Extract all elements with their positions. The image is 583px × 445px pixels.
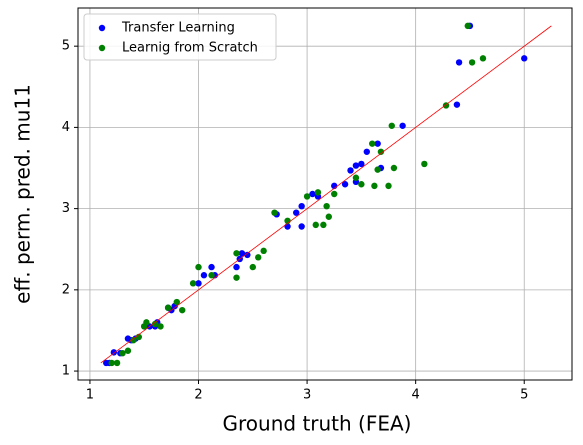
- legend-marker: [98, 24, 106, 32]
- point: [179, 306, 186, 314]
- point: [331, 190, 338, 198]
- point: [249, 263, 256, 271]
- point: [284, 223, 291, 230]
- point: [453, 101, 461, 108]
- point: [271, 209, 278, 216]
- y-tick-label: 1: [62, 364, 70, 379]
- point: [374, 140, 381, 147]
- point: [113, 359, 121, 367]
- legend-marker: [98, 44, 106, 52]
- point: [312, 221, 319, 229]
- point: [208, 272, 215, 279]
- point: [298, 202, 305, 210]
- point: [341, 181, 349, 188]
- point: [298, 223, 305, 230]
- point: [208, 263, 215, 271]
- point: [358, 181, 365, 188]
- point: [124, 347, 132, 354]
- point: [238, 250, 246, 257]
- point: [119, 349, 126, 357]
- point: [468, 59, 476, 66]
- point: [352, 174, 360, 181]
- x-axis-label: Ground truth (FEA): [223, 412, 412, 436]
- point: [358, 160, 365, 168]
- point: [151, 320, 159, 328]
- point: [323, 202, 330, 210]
- point: [233, 263, 240, 271]
- point: [455, 59, 463, 66]
- point: [325, 213, 332, 220]
- point: [164, 304, 172, 311]
- y-tick-label: 5: [62, 39, 70, 54]
- point: [399, 122, 406, 129]
- point: [479, 55, 487, 62]
- point: [293, 209, 300, 216]
- point: [157, 323, 164, 330]
- point: [464, 22, 471, 30]
- x-tick-label: 4: [412, 388, 420, 403]
- point: [195, 280, 202, 287]
- point: [374, 166, 381, 173]
- x-tick-label: 1: [86, 388, 94, 403]
- point: [244, 251, 251, 259]
- point: [173, 298, 180, 306]
- point: [130, 337, 137, 344]
- legend-label: Learnig from Scratch: [122, 41, 258, 56]
- point: [233, 274, 240, 281]
- point: [352, 162, 360, 169]
- y-tick-label: 4: [62, 120, 70, 135]
- reference-line: [100, 25, 552, 364]
- point: [303, 193, 311, 200]
- point: [200, 272, 208, 279]
- legend-box: [83, 13, 277, 61]
- plot-frame: [77, 7, 573, 381]
- point: [189, 280, 197, 287]
- point: [195, 263, 202, 271]
- point: [309, 190, 316, 198]
- x-tick-label: 3: [303, 388, 311, 403]
- y-tick-label: 2: [62, 282, 70, 297]
- point: [385, 182, 392, 190]
- point: [371, 182, 378, 190]
- x-tick-label: 2: [194, 388, 202, 403]
- point: [233, 250, 240, 257]
- point: [255, 254, 262, 261]
- point: [363, 148, 370, 155]
- x-tick-label: 5: [520, 388, 528, 403]
- point: [390, 164, 398, 172]
- point: [521, 55, 528, 62]
- point: [260, 247, 267, 255]
- y-axis-label: eff. perm. pred. mu11: [11, 84, 35, 304]
- point: [320, 221, 327, 229]
- point: [314, 189, 322, 196]
- point: [108, 359, 115, 367]
- point: [143, 319, 150, 326]
- point: [347, 167, 354, 174]
- legend-label: Transfer Learning: [121, 21, 235, 36]
- point: [388, 122, 395, 129]
- y-tick-label: 3: [62, 201, 70, 216]
- point: [421, 160, 428, 168]
- point: [369, 140, 376, 147]
- point: [377, 148, 385, 155]
